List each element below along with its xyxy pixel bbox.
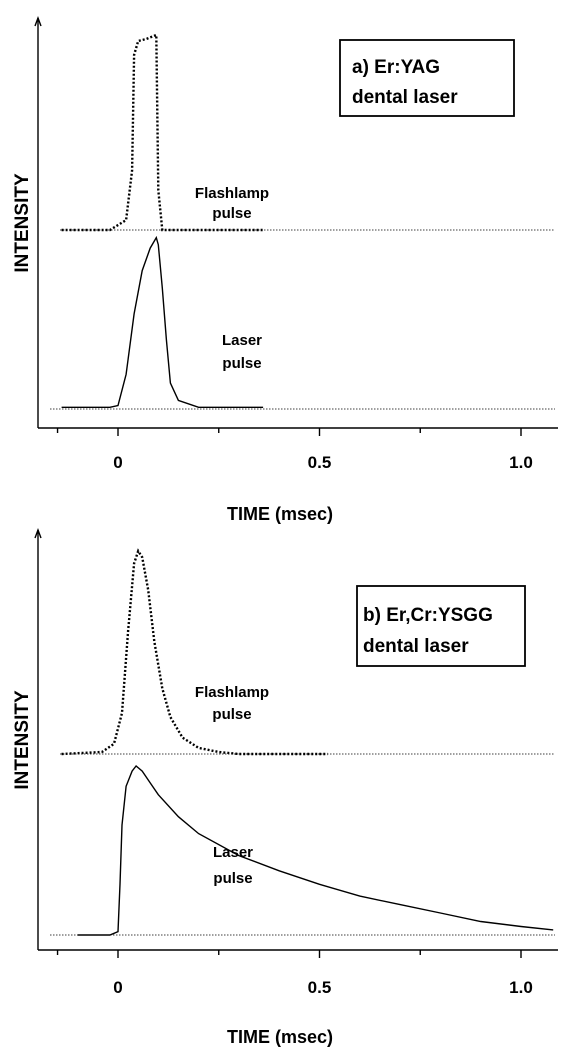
x-tick-label: 1.0	[509, 978, 533, 997]
series-annotation-line2: pulse	[212, 205, 251, 222]
panel-er-yag: 0 0.5 1.0 TIME (msec) INTENSITY Flashlamp puls…	[12, 16, 558, 524]
x-tick-label: 0.5	[308, 453, 332, 472]
x-tick-label: 0	[113, 978, 122, 997]
series-annotation-line2: pulse	[212, 706, 251, 723]
y-axis-arrow	[34, 16, 42, 27]
series-annotation-line1: Laser	[213, 844, 253, 861]
flashlamp-pulse-series	[61, 33, 264, 232]
x-axis-title: TIME (msec)	[227, 1027, 333, 1047]
laser-pulse-series	[61, 235, 264, 408]
series-annotation-line1: Laser	[222, 332, 262, 349]
panel-label-line2: dental laser	[363, 636, 469, 657]
x-tick-label: 0	[113, 453, 122, 472]
panel-er-cr-ysgg: 0 0.5 1.0 TIME (msec) INTENSITY Flashlamp puls…	[12, 528, 558, 1047]
x-tick-label: 0.5	[308, 978, 332, 997]
panel-label-line1: b) Er,Cr:YSGG	[363, 605, 493, 626]
flashlamp-pulse-series	[61, 548, 328, 756]
y-axis-title: INTENSITY	[12, 690, 33, 790]
x-tick-label: 1.0	[509, 453, 533, 472]
y-axis-title: INTENSITY	[12, 173, 33, 273]
series-annotation-line1: Flashlamp	[195, 684, 269, 701]
laser-pulse-series	[77, 764, 554, 936]
series-annotation-line2: pulse	[213, 870, 252, 887]
y-axis-arrow	[34, 528, 42, 539]
x-axis-title: TIME (msec)	[227, 504, 333, 524]
series-annotation-line2: pulse	[222, 355, 261, 372]
panel-label-box	[339, 39, 515, 117]
panel-label-box	[356, 585, 526, 667]
panel-label-line1: a) Er:YAG	[352, 57, 440, 78]
panel-label-line2: dental laser	[352, 87, 458, 108]
series-annotation-line1: Flashlamp	[195, 185, 269, 202]
